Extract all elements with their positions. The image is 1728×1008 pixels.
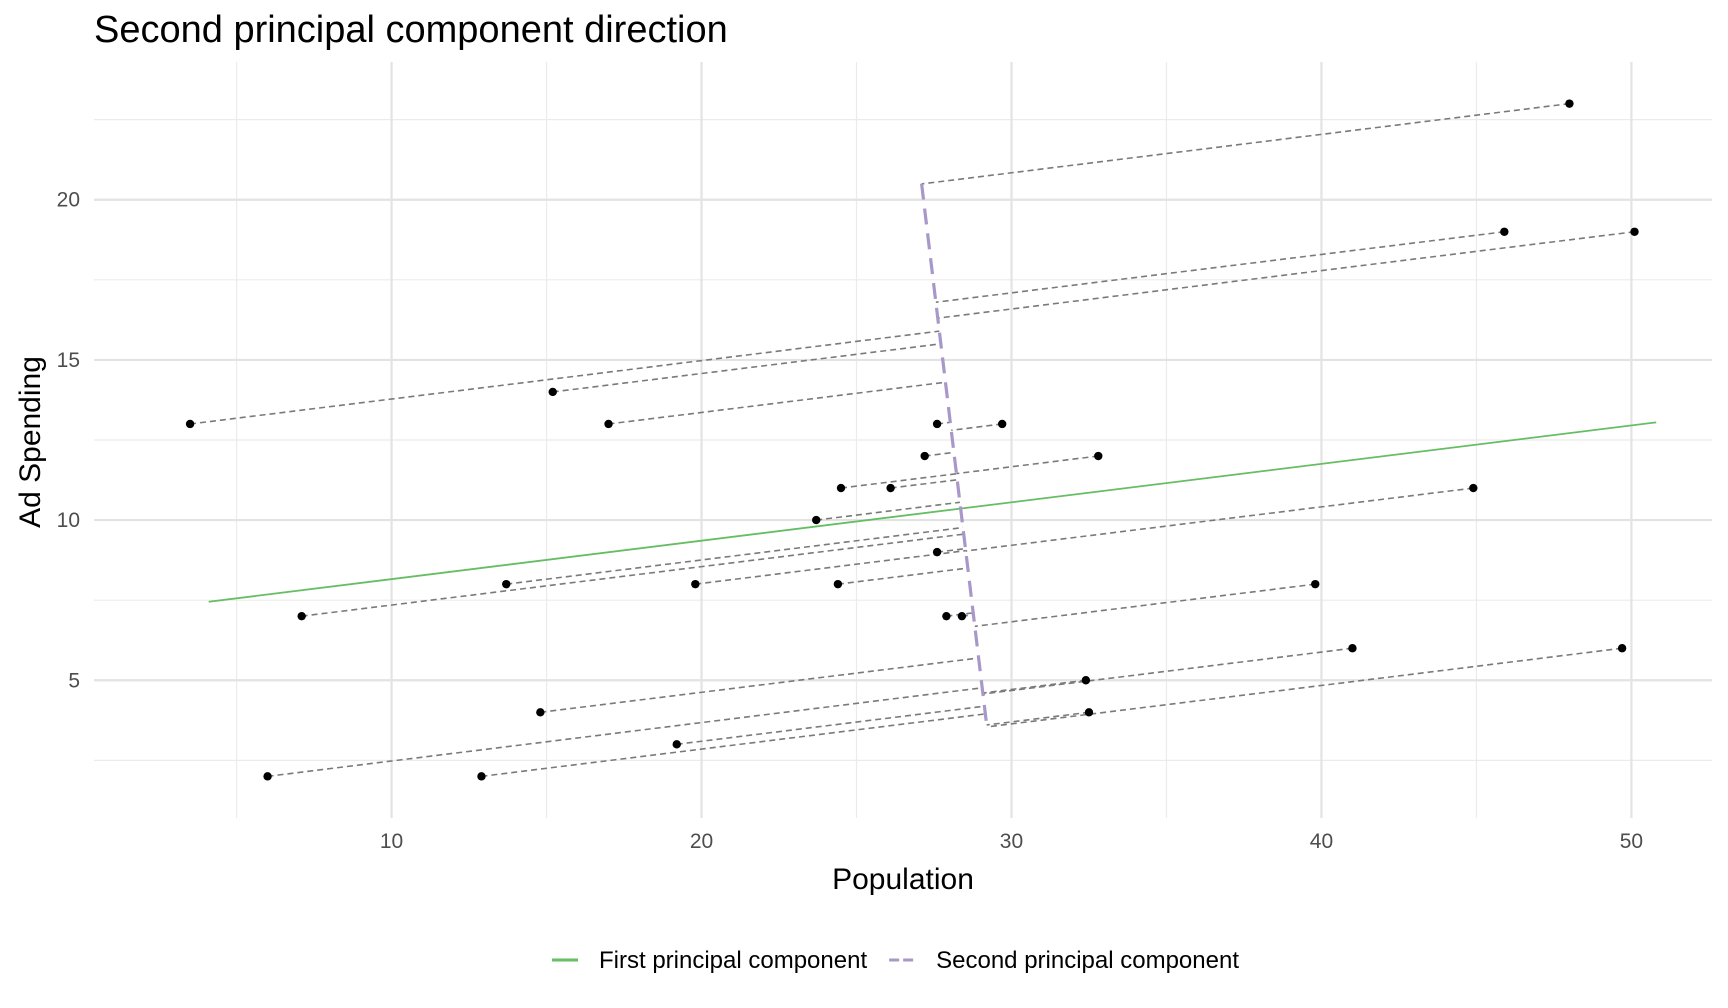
major-gridlines <box>94 62 1712 818</box>
data-point <box>1094 451 1103 461</box>
projection-line <box>890 479 958 489</box>
data-point <box>1469 483 1478 493</box>
projection-line <box>816 501 960 521</box>
data-point <box>1084 708 1094 717</box>
data-point <box>812 515 821 525</box>
data-point <box>536 708 545 717</box>
projection-line <box>695 549 966 585</box>
data-point <box>1081 676 1091 685</box>
projection-line <box>924 451 954 457</box>
projection-line <box>837 567 968 585</box>
x-tick-label: 20 <box>690 830 713 853</box>
second-principal-component-line <box>920 183 989 726</box>
y-tick-label: 5 <box>68 669 80 692</box>
projection-line <box>189 330 940 425</box>
projection-line <box>608 381 946 425</box>
data-point <box>477 772 486 781</box>
legend: First principal component Second principa… <box>552 947 1239 974</box>
data-point <box>1311 579 1320 589</box>
projection-line <box>986 647 1623 728</box>
projection-line <box>840 472 957 489</box>
data-point <box>932 419 942 429</box>
projection-line <box>974 583 1316 628</box>
x-tick-label: 30 <box>1000 830 1023 853</box>
minor-gridlines <box>94 62 1712 818</box>
projection-line <box>951 423 1003 432</box>
projection-line <box>937 230 1635 319</box>
projection-line <box>986 711 1090 726</box>
data-point <box>942 611 951 621</box>
y-axis-title: Ad Spending <box>14 356 47 528</box>
data-point <box>1617 644 1627 653</box>
data-point <box>920 451 929 461</box>
data-point <box>672 740 681 749</box>
projection-line <box>676 705 985 746</box>
projection-line <box>301 533 964 617</box>
projection-line <box>956 455 1099 475</box>
data-point <box>932 547 942 557</box>
chart-title: Second principal component direction <box>94 9 728 51</box>
data-point <box>691 579 700 589</box>
data-point <box>997 419 1007 429</box>
projection-line <box>935 230 1505 304</box>
legend-item: Second principal component <box>889 947 1239 974</box>
y-tick-label: 20 <box>57 189 80 212</box>
projection-line <box>982 679 1086 694</box>
data-point <box>297 611 306 621</box>
projection-line <box>982 647 1353 695</box>
y-axis-ticks: 5 10 15 20 <box>57 189 80 693</box>
projection-line <box>540 657 979 714</box>
data-point <box>548 387 557 397</box>
y-tick-label: 15 <box>57 349 80 372</box>
data-point <box>1565 99 1574 108</box>
legend-item: First principal component <box>552 947 867 974</box>
legend-label: Second principal component <box>936 947 1239 974</box>
data-point <box>604 419 613 429</box>
projection-line <box>506 526 964 585</box>
y-tick-label: 10 <box>57 509 80 532</box>
data-point <box>502 579 511 589</box>
data-point <box>185 419 195 429</box>
x-axis-ticks: 10 20 30 40 50 <box>380 830 1643 853</box>
projection-line <box>481 713 986 778</box>
data-point <box>263 772 272 781</box>
first-principal-component-line <box>208 421 1657 603</box>
data-point <box>833 579 843 589</box>
data-point <box>1500 227 1509 236</box>
x-axis-title: Population <box>832 863 974 896</box>
x-tick-label: 40 <box>1310 830 1333 853</box>
projection-lines <box>189 102 1635 778</box>
data-point <box>1348 644 1357 653</box>
x-tick-label: 10 <box>380 830 403 853</box>
data-point <box>957 611 967 621</box>
projection-line <box>267 686 983 778</box>
legend-label: First principal component <box>599 947 867 974</box>
data-point <box>886 483 895 493</box>
data-point <box>1630 227 1639 236</box>
projection-line <box>965 487 1474 552</box>
data-points <box>185 99 1639 781</box>
projection-line <box>936 547 966 553</box>
principal-component-lines <box>208 183 1657 726</box>
x-tick-label: 50 <box>1620 830 1643 853</box>
data-point <box>836 483 846 493</box>
projection-line <box>921 102 1570 185</box>
projection-line <box>552 343 941 393</box>
